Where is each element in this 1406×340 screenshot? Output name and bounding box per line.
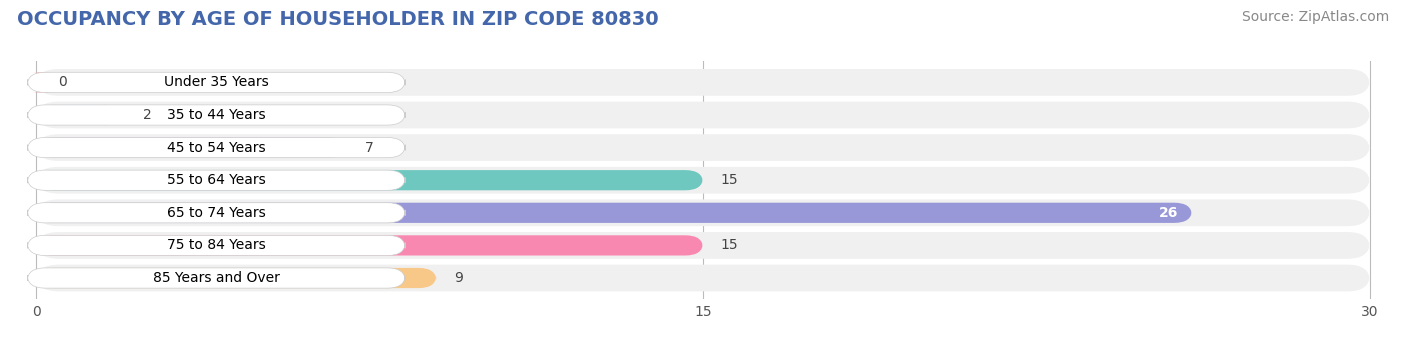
FancyBboxPatch shape — [27, 137, 405, 158]
FancyBboxPatch shape — [37, 265, 1369, 291]
FancyBboxPatch shape — [27, 72, 405, 92]
FancyBboxPatch shape — [32, 72, 53, 92]
Text: 15: 15 — [721, 173, 738, 187]
Text: OCCUPANCY BY AGE OF HOUSEHOLDER IN ZIP CODE 80830: OCCUPANCY BY AGE OF HOUSEHOLDER IN ZIP C… — [17, 10, 658, 29]
FancyBboxPatch shape — [37, 69, 1369, 96]
FancyBboxPatch shape — [27, 170, 405, 190]
Text: 2: 2 — [143, 108, 152, 122]
FancyBboxPatch shape — [27, 268, 405, 288]
FancyBboxPatch shape — [37, 105, 125, 125]
FancyBboxPatch shape — [37, 167, 1369, 193]
Text: 45 to 54 Years: 45 to 54 Years — [167, 141, 266, 155]
FancyBboxPatch shape — [37, 170, 703, 190]
Text: 0: 0 — [59, 75, 67, 89]
FancyBboxPatch shape — [37, 137, 347, 158]
Text: 55 to 64 Years: 55 to 64 Years — [167, 173, 266, 187]
Text: 75 to 84 Years: 75 to 84 Years — [167, 238, 266, 252]
Text: 65 to 74 Years: 65 to 74 Years — [167, 206, 266, 220]
FancyBboxPatch shape — [37, 232, 1369, 259]
FancyBboxPatch shape — [37, 102, 1369, 129]
Text: 26: 26 — [1159, 206, 1178, 220]
FancyBboxPatch shape — [37, 268, 436, 288]
Text: 35 to 44 Years: 35 to 44 Years — [167, 108, 266, 122]
Text: 15: 15 — [721, 238, 738, 252]
Text: 9: 9 — [454, 271, 463, 285]
FancyBboxPatch shape — [37, 134, 1369, 161]
FancyBboxPatch shape — [37, 203, 1192, 223]
Text: 85 Years and Over: 85 Years and Over — [153, 271, 280, 285]
FancyBboxPatch shape — [37, 200, 1369, 226]
FancyBboxPatch shape — [27, 203, 405, 223]
FancyBboxPatch shape — [27, 235, 405, 256]
Text: Under 35 Years: Under 35 Years — [165, 75, 269, 89]
Text: Source: ZipAtlas.com: Source: ZipAtlas.com — [1241, 10, 1389, 24]
FancyBboxPatch shape — [37, 235, 703, 256]
Text: 7: 7 — [366, 141, 374, 155]
FancyBboxPatch shape — [27, 105, 405, 125]
